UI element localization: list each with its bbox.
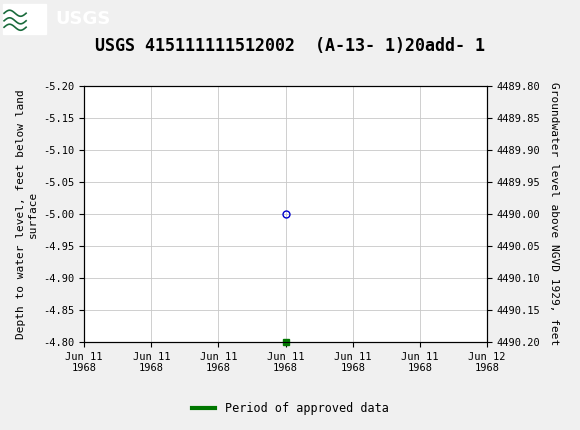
Y-axis label: Groundwater level above NGVD 1929, feet: Groundwater level above NGVD 1929, feet <box>549 82 559 346</box>
Bar <box>3 4 46 34</box>
Text: USGS: USGS <box>55 10 110 28</box>
Legend: Period of approved data: Period of approved data <box>187 397 393 420</box>
Text: USGS 415111111512002  (A-13- 1)20add- 1: USGS 415111111512002 (A-13- 1)20add- 1 <box>95 37 485 55</box>
Y-axis label: Depth to water level, feet below land
surface: Depth to water level, feet below land su… <box>16 89 38 339</box>
